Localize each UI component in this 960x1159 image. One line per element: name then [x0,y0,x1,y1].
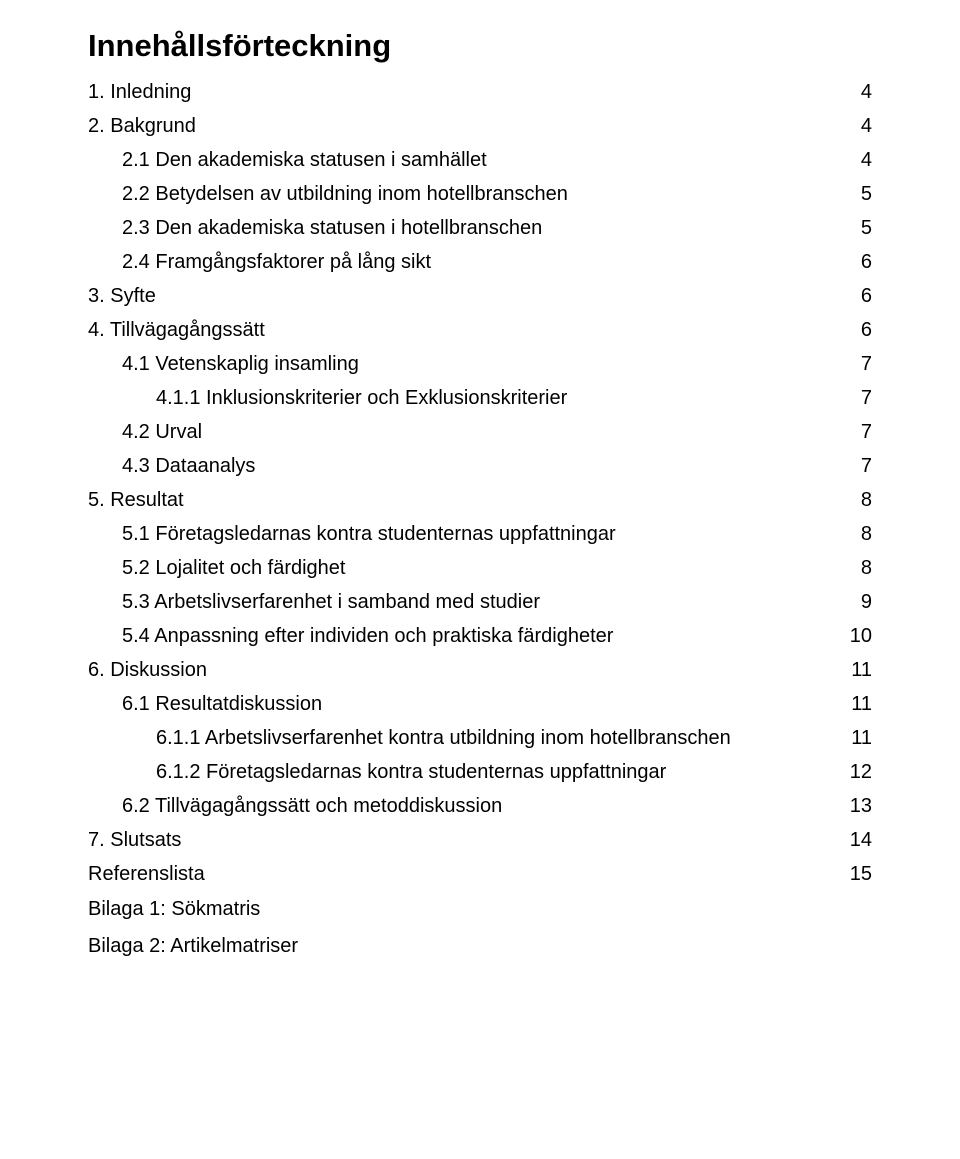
toc-entry-label: 2.1 Den akademiska statusen i samhället [122,150,487,170]
toc-entry-label: 2. Bakgrund [88,116,196,136]
toc-entry: 4. Tillvägagångssätt 6 [88,320,872,340]
toc-entry-label: 5.3 Arbetslivserfarenhet i samband med s… [122,592,540,612]
toc-entry-label: 1. Inledning [88,82,191,102]
toc-entry-label: 4. Tillvägagångssätt [88,320,265,340]
toc-entry-label: 7. Slutsats [88,830,181,850]
toc-entry: 1. Inledning 4 [88,82,872,102]
toc-entry-label: 6.2 Tillvägagångssätt och metoddiskussio… [122,796,502,816]
toc-entry: 5.2 Lojalitet och färdighet 8 [88,558,872,578]
toc-entry-page: 14 [844,830,872,850]
toc-entry: 5.3 Arbetslivserfarenhet i samband med s… [88,592,872,612]
appendices-list: Bilaga 1: Sökmatris Bilaga 2: Artikelmatr… [88,898,872,958]
toc-entry: 2.2 Betydelsen av utbildning inom hotell… [88,184,872,204]
toc-entry-page: 7 [844,456,872,476]
toc-entry: 2.1 Den akademiska statusen i samhället 4 [88,150,872,170]
toc-entry: 4.1.1 Inklusionskriterier och Exklusions… [88,388,872,408]
toc-entry: 6.1 Resultatdiskussion 11 [88,694,872,714]
toc-entry-label: 6.1.1 Arbetslivserfarenhet kontra utbild… [156,728,731,748]
toc-entry-page: 11 [844,660,872,680]
toc-entry-label: 2.4 Framgångsfaktorer på lång sikt [122,252,431,272]
toc-entry: 6.1.1 Arbetslivserfarenhet kontra utbild… [88,728,872,748]
toc-entry-page: 5 [844,218,872,238]
toc-entry: 6. Diskussion 11 [88,660,872,680]
toc-entry: 5.1 Företagsledarnas kontra studenternas… [88,524,872,544]
toc-entry-label: Referenslista [88,864,205,884]
toc-entry: 2. Bakgrund 4 [88,116,872,136]
toc-entry-page: 4 [844,82,872,102]
toc-entry-page: 10 [844,626,872,646]
toc-entry: 4.3 Dataanalys 7 [88,456,872,476]
toc-entry-page: 6 [844,252,872,272]
toc-entry-page: 6 [844,286,872,306]
appendix-line: Bilaga 2: Artikelmatriser [88,935,872,958]
toc-entry-label: 5.4 Anpassning efter individen och prakt… [122,626,613,646]
toc-entry-label: 4.1.1 Inklusionskriterier och Exklusions… [156,388,567,408]
toc-entry-label: 4.3 Dataanalys [122,456,255,476]
toc-entry-label: 5. Resultat [88,490,184,510]
toc-entry-label: 6. Diskussion [88,660,207,680]
toc-entry: 4.2 Urval 7 [88,422,872,442]
toc-entry-page: 7 [844,354,872,374]
toc-entry-page: 8 [844,558,872,578]
toc-entry-page: 8 [844,524,872,544]
toc-entry: 5.4 Anpassning efter individen och prakt… [88,626,872,646]
toc-entry-label: 6.1.2 Företagsledarnas kontra studentern… [156,762,666,782]
toc-entry-page: 15 [844,864,872,884]
toc-entry: 6.2 Tillvägagångssätt och metoddiskussio… [88,796,872,816]
toc-entry-label: 3. Syfte [88,286,156,306]
toc-entry-page: 13 [844,796,872,816]
toc-entry-page: 12 [844,762,872,782]
toc-entry-page: 5 [844,184,872,204]
toc-entry: 2.4 Framgångsfaktorer på lång sikt 6 [88,252,872,272]
toc-entry-label: 5.1 Företagsledarnas kontra studenternas… [122,524,616,544]
toc-entry-label: 2.2 Betydelsen av utbildning inom hotell… [122,184,568,204]
page-title: Innehållsförteckning [88,28,872,64]
toc-entry-page: 4 [844,116,872,136]
toc-entry: 7. Slutsats 14 [88,830,872,850]
toc-entry: 6.1.2 Företagsledarnas kontra studentern… [88,762,872,782]
toc-entry: 2.3 Den akademiska statusen i hotellbran… [88,218,872,238]
toc-entry: 3. Syfte 6 [88,286,872,306]
toc-entry-label: 2.3 Den akademiska statusen i hotellbran… [122,218,542,238]
toc-entry-page: 11 [844,694,872,714]
toc-entry-label: 6.1 Resultatdiskussion [122,694,322,714]
toc-entry-page: 4 [844,150,872,170]
toc-entry-page: 11 [844,728,872,748]
toc-entry-label: 4.1 Vetenskaplig insamling [122,354,359,374]
toc-entry-label: 4.2 Urval [122,422,202,442]
toc-entry: Referenslista 15 [88,864,872,884]
toc-entry-page: 9 [844,592,872,612]
toc-entry-page: 7 [844,422,872,442]
toc-entry-label: 5.2 Lojalitet och färdighet [122,558,346,578]
toc-entry-page: 6 [844,320,872,340]
toc-entry: 5. Resultat 8 [88,490,872,510]
appendix-line: Bilaga 1: Sökmatris [88,898,872,921]
toc-entry-page: 7 [844,388,872,408]
table-of-contents: 1. Inledning42. Bakgrund42.1 Den akademi… [88,82,872,884]
toc-entry: 4.1 Vetenskaplig insamling 7 [88,354,872,374]
toc-entry-page: 8 [844,490,872,510]
